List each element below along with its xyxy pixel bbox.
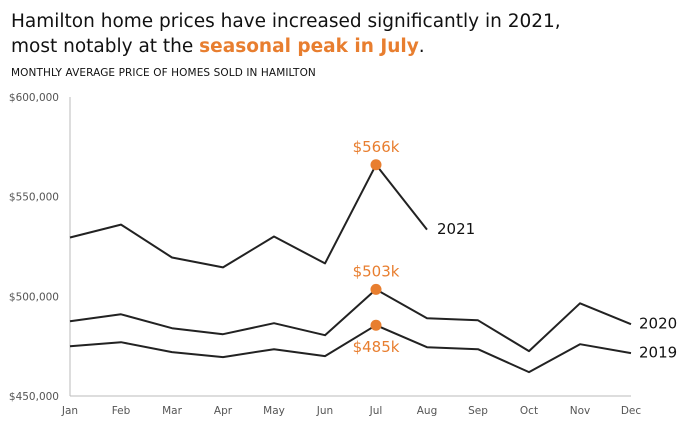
x-tick-label: Aug bbox=[417, 405, 438, 417]
x-tick-label: Mar bbox=[162, 405, 182, 417]
series-label-2021: 2021 bbox=[437, 220, 475, 238]
chart-subtitle: MONTHLY AVERAGE PRICE OF HOMES SOLD IN H… bbox=[11, 67, 316, 79]
x-tick-label: Dec bbox=[621, 405, 642, 417]
title-line-1: Hamilton home prices have increased sign… bbox=[11, 11, 561, 32]
series-line-2020 bbox=[69, 288, 632, 353]
highlight-point-2019 bbox=[370, 319, 382, 331]
series-line-2021 bbox=[69, 163, 428, 269]
series-label-2019: 2019 bbox=[639, 344, 677, 362]
y-tick-label: $500,000 bbox=[9, 291, 59, 303]
y-tick-label: $600,000 bbox=[9, 92, 59, 104]
chart-title: Hamilton home prices have increased sign… bbox=[11, 9, 681, 59]
x-tick-label: Oct bbox=[520, 405, 538, 417]
title-line-2-suffix: . bbox=[418, 36, 425, 57]
x-tick-label: Feb bbox=[112, 405, 131, 417]
y-tick-label: $550,000 bbox=[9, 192, 59, 204]
x-tick-label: May bbox=[263, 405, 285, 417]
x-tick-label: Jul bbox=[369, 405, 383, 417]
y-tick-label: $450,000 bbox=[9, 391, 59, 403]
series-label-2020: 2020 bbox=[639, 315, 677, 333]
x-tick-label: Sep bbox=[468, 405, 488, 417]
title-highlight: seasonal peak in July bbox=[199, 36, 419, 57]
data-label-2019: $485k bbox=[353, 338, 400, 356]
highlight-point-2021 bbox=[370, 159, 382, 171]
title-line-2-prefix: most notably at the bbox=[11, 36, 200, 57]
x-tick-label: Nov bbox=[570, 405, 591, 417]
data-label-2020: $503k bbox=[353, 262, 400, 280]
x-tick-label: Apr bbox=[214, 405, 233, 417]
highlight-point-2020 bbox=[370, 283, 382, 295]
data-label-2021: $566k bbox=[353, 138, 400, 156]
series-line-2019 bbox=[69, 324, 632, 374]
x-tick-label: Jan bbox=[61, 405, 78, 417]
x-tick-label: Jun bbox=[316, 405, 333, 417]
